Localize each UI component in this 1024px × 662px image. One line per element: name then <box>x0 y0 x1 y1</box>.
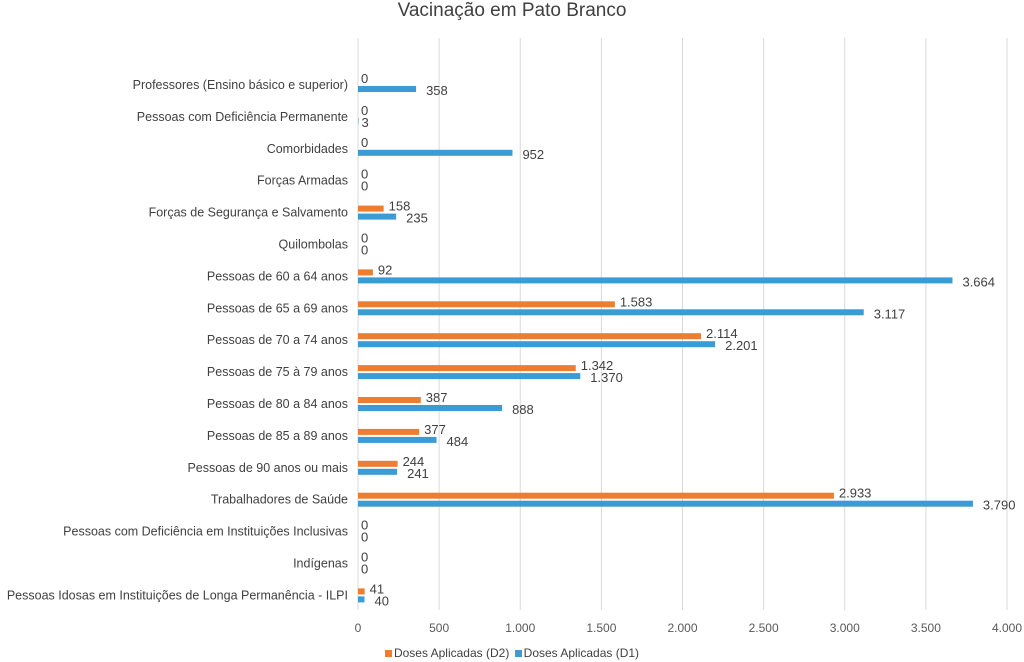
data-label-d1: 3 <box>361 115 368 130</box>
bar-d1 <box>358 309 864 316</box>
data-label-d1: 235 <box>406 211 428 226</box>
category-label: Pessoas de 65 a 69 anos <box>207 301 348 315</box>
category-label: Professores (Ensino básico e superior) <box>133 78 348 92</box>
data-label-d1: 484 <box>447 434 469 449</box>
category-label: Pessoas com Deficiência Permanente <box>137 110 348 124</box>
data-label-d2: 1.342 <box>581 358 614 373</box>
data-label-d2: 41 <box>370 581 384 596</box>
x-tick-label: 2.500 <box>749 621 779 635</box>
data-label-d1: 241 <box>407 466 429 481</box>
legend-label-d2: Doses Aplicadas (D2) <box>393 646 510 660</box>
category-label: Indígenas <box>293 557 348 571</box>
x-tick-label: 2.000 <box>667 621 697 635</box>
data-label-d1: 952 <box>522 147 544 162</box>
legend-item-d2: Doses Aplicadas (D2) <box>384 646 510 660</box>
bar-d1 <box>358 149 513 156</box>
category-label: Trabalhadores de Saúde <box>211 493 348 507</box>
data-label-d2: 0 <box>361 167 368 182</box>
bar-d1 <box>358 277 953 284</box>
bar-d2 <box>358 269 373 276</box>
x-tick-label: 0 <box>355 621 362 635</box>
data-label-d2: 0 <box>361 135 368 150</box>
x-tick-label: 1.500 <box>586 621 616 635</box>
data-label-d1: 0 <box>361 562 368 577</box>
bar-d2 <box>358 492 834 499</box>
x-tick-label: 3.500 <box>911 621 941 635</box>
data-label-d2: 2.114 <box>706 326 738 341</box>
legend-label-d1: Doses Aplicadas (D1) <box>523 646 640 660</box>
x-tick-label: 4.000 <box>992 621 1022 635</box>
x-tick-label: 1.000 <box>505 621 535 635</box>
bar-d2 <box>358 205 384 212</box>
data-label-d2: 158 <box>389 199 411 214</box>
legend-swatch-d2 <box>384 650 392 657</box>
data-label-d1: 3.117 <box>874 306 906 321</box>
bar-d1 <box>358 405 503 411</box>
data-label-d2: 0 <box>361 103 368 118</box>
bar-d2 <box>358 460 398 467</box>
data-label-d1: 2.201 <box>725 338 758 353</box>
bar-d1 <box>358 436 437 443</box>
category-label: Pessoas de 85 a 89 anos <box>207 429 348 443</box>
bar-d2 <box>358 397 421 403</box>
category-label: Comorbidades <box>267 142 348 156</box>
data-label-d1: 0 <box>361 243 368 258</box>
data-label-d2: 1.583 <box>620 294 653 309</box>
category-label: Pessoas de 90 anos ou mais <box>187 461 348 475</box>
category-label: Forças Armadas <box>257 174 348 188</box>
bar-d2 <box>358 333 701 340</box>
data-label-d2: 0 <box>361 71 368 86</box>
data-label-d2: 387 <box>426 390 448 405</box>
data-label-d2: 0 <box>361 518 368 533</box>
x-tick-label: 500 <box>429 621 449 635</box>
category-label: Pessoas de 80 a 84 anos <box>207 397 348 411</box>
category-label: Pessoas com Deficiência em Instituições … <box>63 525 348 539</box>
category-label: Pessoas de 70 a 74 anos <box>207 333 348 347</box>
bar-d2 <box>358 428 420 435</box>
category-label: Pessoas Idosas em Instituições de Longa … <box>7 588 348 602</box>
legend-item-d1: Doses Aplicadas (D1) <box>514 646 640 660</box>
bar-d2 <box>358 301 615 308</box>
bar-d2 <box>358 588 365 595</box>
data-label-d1: 888 <box>512 402 534 417</box>
category-label: Forças de Segurança e Salvamento <box>149 206 348 220</box>
bar-d1 <box>358 213 397 220</box>
chart-title: Vacinação em Pato Branco <box>397 0 627 21</box>
legend-swatch-d1 <box>514 650 522 657</box>
data-label-d1: 40 <box>374 593 388 608</box>
data-label-d1: 0 <box>361 530 368 545</box>
data-label-d2: 377 <box>424 422 446 437</box>
legend: Doses Aplicadas (D2) Doses Aplicadas (D1… <box>0 646 1024 660</box>
data-label-d2: 2.933 <box>839 486 872 501</box>
bar-d1 <box>358 341 716 348</box>
bar-d1 <box>358 86 417 92</box>
category-label: Pessoas de 75 à 79 anos <box>207 365 348 379</box>
data-label-d1: 358 <box>426 83 448 98</box>
data-label-d2: 244 <box>403 454 425 469</box>
data-label-d1: 0 <box>361 179 368 194</box>
category-label: Quilombolas <box>279 238 348 252</box>
data-label-d2: 92 <box>378 262 392 277</box>
data-label-d2: 0 <box>361 231 368 246</box>
category-label: Pessoas de 60 a 64 anos <box>207 269 348 283</box>
bar-d2 <box>358 365 576 372</box>
data-label-d1: 1.370 <box>590 370 623 385</box>
data-label-d1: 3.790 <box>983 498 1016 513</box>
bar-d1 <box>358 468 398 475</box>
data-label-d2: 0 <box>361 550 368 565</box>
bar-d1 <box>358 596 365 603</box>
bar-d1 <box>358 500 973 507</box>
data-label-d1: 3.664 <box>962 274 995 289</box>
bar-d1 <box>358 373 581 380</box>
x-tick-label: 3.000 <box>830 621 860 635</box>
